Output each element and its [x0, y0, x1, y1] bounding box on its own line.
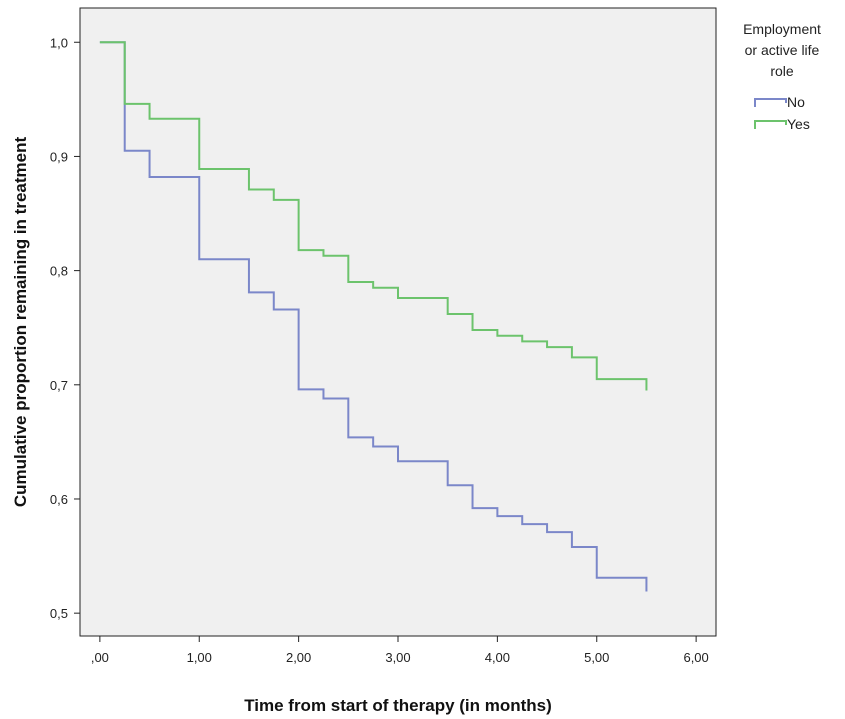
legend-title-line-2: or active life: [745, 42, 820, 58]
plot-area: [79, 7, 717, 637]
x-tick-label: 1,00: [187, 650, 212, 665]
x-tick-label: ,00: [91, 650, 109, 665]
y-tick-label: 1,0: [50, 35, 68, 50]
x-tick-label: 4,00: [485, 650, 510, 665]
legend: Employment or active life role No Yes: [743, 21, 821, 132]
x-tick-label: 5,00: [584, 650, 609, 665]
x-tick-label: 3,00: [385, 650, 410, 665]
legend-symbol-no: [754, 98, 787, 107]
legend-label-no: No: [787, 94, 805, 110]
legend-title-line-1: Employment: [743, 21, 821, 37]
y-tick-label: 0,9: [50, 149, 68, 164]
x-axis-title: Time from start of therapy (in months): [244, 696, 552, 715]
legend-symbol-yes: [754, 120, 787, 129]
legend-title-line-3: role: [770, 63, 794, 79]
x-tick-label: 2,00: [286, 650, 311, 665]
y-tick-label: 0,5: [50, 606, 68, 621]
y-tick-label: 0,7: [50, 378, 68, 393]
series-line-yes: [99, 41, 648, 391]
x-axis: ,00 1,00 2,00 3,00 4,00 5,00 6,00: [91, 636, 709, 665]
y-axis-title: Cumulative proportion remaining in treat…: [11, 137, 30, 508]
y-tick-label: 0,8: [50, 264, 68, 279]
legend-label-yes: Yes: [787, 116, 810, 132]
y-tick-label: 0,6: [50, 492, 68, 507]
y-axis: 0,5 0,6 0,7 0,8 0,9 1,0: [50, 35, 80, 621]
series-line-no: [99, 41, 648, 592]
x-tick-label: 6,00: [683, 650, 708, 665]
series-layer: [99, 41, 648, 592]
